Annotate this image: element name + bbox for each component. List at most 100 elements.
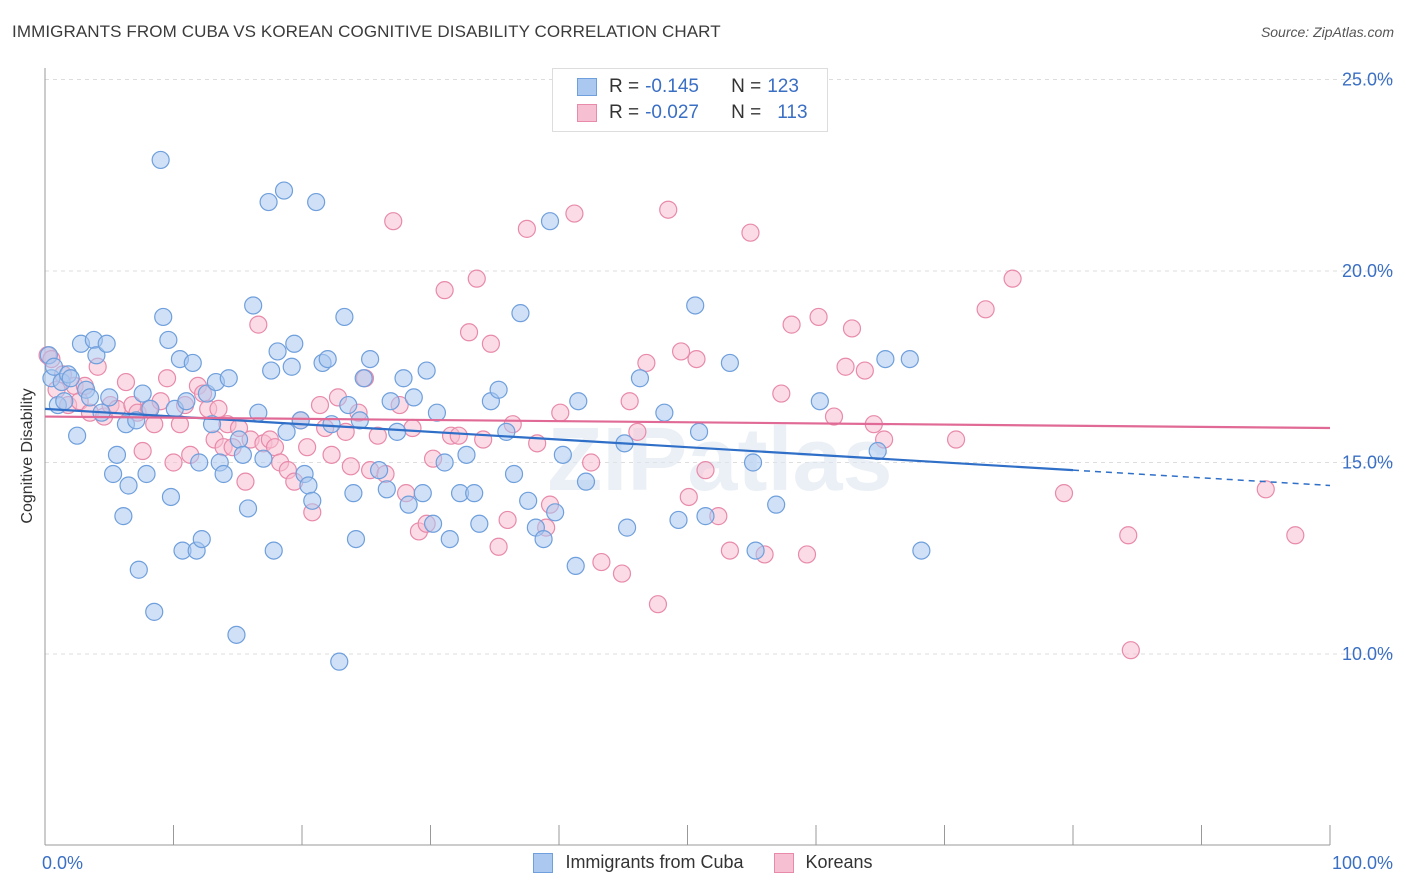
korean-point xyxy=(809,307,828,327)
korean-point xyxy=(517,219,536,238)
cuba-point xyxy=(183,353,202,373)
korean-point xyxy=(116,372,136,392)
cuba-point xyxy=(97,334,116,353)
cuba-point xyxy=(746,541,765,560)
watermark: ZIPatlas xyxy=(547,410,892,510)
cuba-point xyxy=(238,499,258,518)
cuba-point xyxy=(229,430,249,449)
korean-point xyxy=(403,418,422,438)
korean-point xyxy=(459,323,479,342)
korean-point xyxy=(648,595,668,614)
cuba-point xyxy=(546,503,565,522)
cuba-point xyxy=(576,472,596,491)
cuba-point xyxy=(177,392,196,411)
cuba-point xyxy=(413,484,432,503)
korean-point xyxy=(772,384,791,403)
cuba-point xyxy=(268,342,287,361)
series-legend: Immigrants from Cuba Koreans xyxy=(0,852,1406,873)
cuba-point xyxy=(440,529,459,549)
cuba-point xyxy=(394,369,413,388)
korean-point xyxy=(449,426,468,445)
korean-point xyxy=(612,564,632,583)
legend-swatch-pink xyxy=(773,852,794,873)
korean-point xyxy=(322,445,341,464)
cuba-point xyxy=(55,392,74,411)
korean-point xyxy=(659,200,678,219)
korean-point xyxy=(467,269,486,288)
cuba-trend-extension xyxy=(1072,469,1331,487)
cuba-point xyxy=(417,361,436,380)
cuba-point xyxy=(44,357,64,376)
cuba-point xyxy=(427,403,447,422)
korean-point xyxy=(157,369,177,388)
cuba-point xyxy=(192,529,211,549)
cuba-point xyxy=(511,304,530,323)
cuba-point xyxy=(107,445,127,464)
korean-point xyxy=(741,223,760,242)
korean-point xyxy=(565,204,584,223)
korean-point xyxy=(687,349,706,369)
legend-r-value: -0.027 xyxy=(645,102,699,123)
korean-point xyxy=(310,395,330,415)
cuba-point xyxy=(277,422,296,441)
correlation-legend: R = -0.145 N = 123 R = -0.027 N = 113 xyxy=(552,68,828,132)
korean-point xyxy=(824,407,844,426)
legend-n-label: N = xyxy=(731,76,762,97)
cuba-point xyxy=(470,514,489,533)
korean-point xyxy=(368,426,387,445)
cuba-point xyxy=(696,507,715,526)
korean-point xyxy=(628,422,647,441)
korean-point xyxy=(720,541,740,560)
korean-point xyxy=(976,300,995,319)
korean-point xyxy=(782,315,801,334)
cuba-point xyxy=(127,411,146,430)
cuba-point xyxy=(553,445,572,464)
cuba-point xyxy=(686,296,705,315)
korean-point xyxy=(620,392,639,411)
cuba-point xyxy=(307,192,326,212)
cuba-point xyxy=(655,403,674,422)
cuba-point xyxy=(566,556,585,576)
cuba-point xyxy=(377,480,396,499)
legend-n-value: 113 xyxy=(777,102,808,123)
cuba-point xyxy=(254,449,273,468)
cuba-point xyxy=(114,507,133,526)
korean-point xyxy=(489,537,508,556)
korean-point xyxy=(836,357,855,376)
korean-point xyxy=(1003,269,1022,288)
cuba-point xyxy=(504,464,524,484)
cuba-point xyxy=(720,353,740,373)
korean-point xyxy=(679,487,698,507)
cuba-point xyxy=(689,422,709,441)
cuba-point xyxy=(303,491,322,510)
legend-label-cuba: Immigrants from Cuba xyxy=(565,852,744,872)
cuba-point xyxy=(465,484,484,503)
legend-item-cuba[interactable]: Immigrants from Cuba xyxy=(533,852,744,873)
cuba-point xyxy=(133,384,152,403)
cuba-point xyxy=(540,212,560,231)
cuba-point xyxy=(244,296,263,315)
legend-item-koreans[interactable]: Koreans xyxy=(773,852,873,873)
cuba-point xyxy=(876,349,895,369)
cuba-point xyxy=(262,361,281,380)
cuba-point xyxy=(534,529,553,549)
cuba-point xyxy=(330,652,349,671)
cuba-point xyxy=(61,369,80,388)
cuba-point xyxy=(868,441,887,461)
korean-point xyxy=(298,438,317,457)
cuba-point xyxy=(285,334,304,353)
y-tick-label: 20.0% xyxy=(1342,261,1393,281)
cuba-point xyxy=(219,369,238,388)
korean-point xyxy=(1256,480,1275,499)
korean-point xyxy=(384,212,403,231)
cuba-point xyxy=(87,346,106,365)
cuba-point xyxy=(404,388,423,407)
cuba-point xyxy=(161,487,181,507)
legend-swatch-pink xyxy=(577,104,597,122)
cuba-point xyxy=(274,181,294,200)
legend-r-label: R = xyxy=(609,102,640,123)
y-tick-label: 25.0% xyxy=(1342,70,1393,90)
korean-trend-line xyxy=(44,415,1331,430)
korean-point xyxy=(671,342,691,361)
korean-point xyxy=(855,361,874,380)
